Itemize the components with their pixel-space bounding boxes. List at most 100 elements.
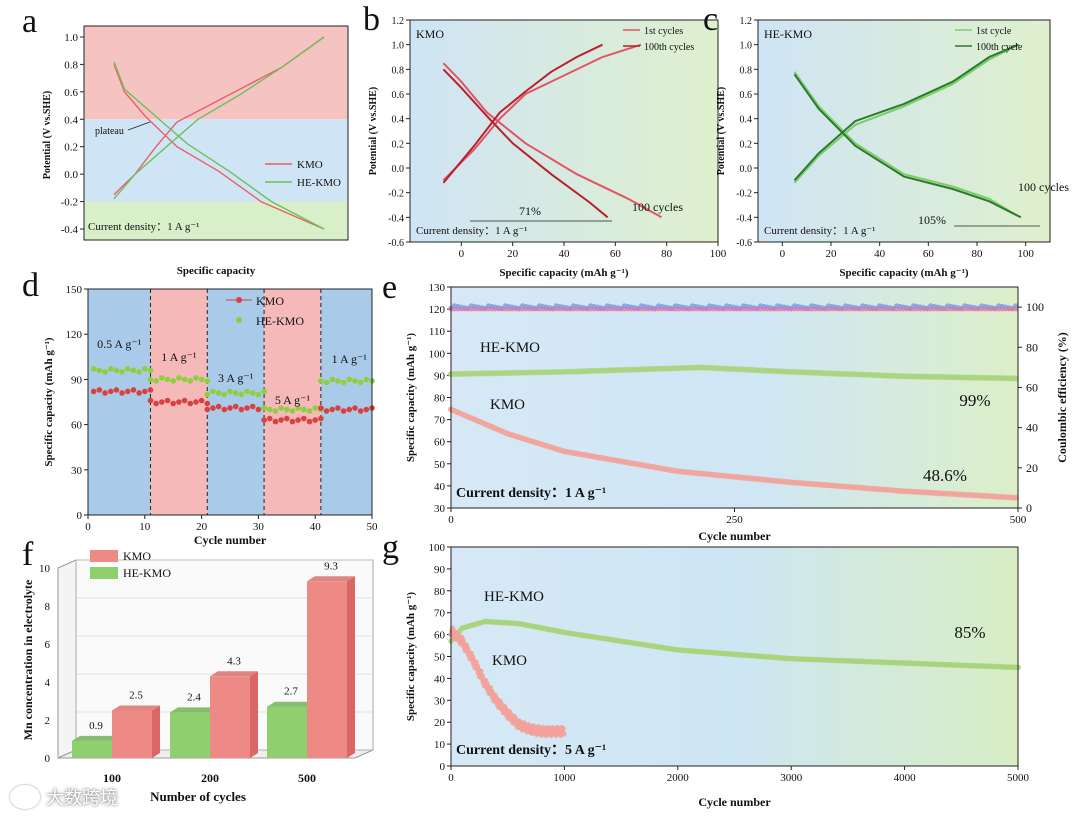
series-line-a [113, 36, 325, 200]
series-line-b [442, 43, 603, 184]
panel-label-g: g [382, 529, 399, 566]
data-point-ce-kmo [690, 306, 695, 312]
data-point-kmo [113, 387, 120, 393]
data-point-hekmo [284, 406, 290, 413]
rate-band [207, 289, 265, 515]
data-point-kmo [215, 403, 222, 410]
plot-background-b [410, 20, 718, 242]
data-point-ce-kmo [635, 306, 641, 312]
annotation-cycles-c: 100 cycles [1018, 180, 1069, 194]
x-tick-label-f: 200 [201, 771, 219, 785]
y-tick-label-b: 0.0 [392, 164, 405, 175]
legend-swatch-hekmo-f [90, 567, 118, 579]
data-point-hekmo [301, 406, 307, 413]
watermark: 大数跨境 [10, 784, 118, 810]
annotation-retention-b: 71% [519, 204, 541, 218]
y-tick-label-e: 130 [429, 282, 446, 294]
series-line-c [793, 73, 1022, 219]
annotation-current-e: Current density：1 A g⁻¹ [456, 486, 606, 501]
bar-side [347, 576, 355, 758]
data-point-hekmo [176, 375, 182, 381]
x-axis-label-d: Cycle number [194, 533, 267, 547]
x-tick-label-d: 10 [139, 521, 151, 533]
data-point-hekmo [346, 376, 353, 383]
data-point-ce-kmo [792, 306, 798, 312]
data-point-ce-kmo [605, 306, 610, 312]
plot-frame-e [450, 286, 1019, 509]
data-point-hekmo [255, 391, 262, 398]
data-point-hekmo [102, 369, 108, 375]
x-tick-label-g: 4000 [894, 772, 917, 784]
bar-top [267, 701, 315, 707]
data-point-ce-kmo [1013, 306, 1019, 312]
data-point-kmo [102, 390, 108, 396]
plot-frame-d [87, 288, 373, 516]
data-point-hekmo [306, 408, 313, 414]
data-point-hekmo [249, 390, 256, 396]
y-tick-label-b: -0.2 [388, 189, 404, 200]
chart-f: 0 2 4 6 8 10 0.9 2.4 2.7 2.5 4.3 9.3 100 200 500 KMO HE-… [21, 549, 374, 804]
data-point-kmo [272, 418, 279, 425]
data-point-kmo [147, 397, 154, 404]
y-tick-label-f: 6 [45, 639, 51, 651]
x-axis-label-b: Specific capacity (mAh g⁻¹) [499, 267, 629, 279]
chart-title-c: HE-KMO [764, 27, 812, 41]
data-point-kmo [352, 405, 358, 411]
annotation-cycles-b: 100 cycles [632, 200, 683, 214]
annotation-retention-c: 105% [918, 213, 946, 227]
y-tick-label-e: 50 [434, 459, 446, 471]
y-tick-label-b: 0.4 [392, 115, 405, 126]
annotation-kmo-g: KMO [492, 653, 527, 669]
data-point-hekmo [130, 367, 137, 374]
legend-label-1st-c: 1st cycle [976, 26, 1012, 37]
data-point-hekmo [232, 390, 239, 396]
annotation-current-g: Current density：5 A g⁻¹ [456, 743, 606, 758]
x-tick-label-g: 0 [448, 772, 454, 784]
annotation-retention-kmo-e: 48.6% [923, 466, 967, 485]
data-point-kmo [561, 731, 567, 737]
bar-he-kmo [170, 712, 210, 758]
x-tick-label-c: 20 [826, 248, 838, 260]
y-tick-label-c: 0.4 [740, 115, 753, 126]
bar-side [152, 705, 160, 758]
bar-top [210, 671, 258, 677]
data-point-ce-kmo [975, 306, 981, 312]
data-point-ce-kmo [588, 306, 593, 312]
region-blue [84, 119, 348, 202]
data-point-kmo [90, 388, 97, 395]
data-point-ce-kmo [822, 306, 828, 312]
data-point-ce-kmo [924, 306, 930, 312]
y-tick-label-g: 90 [434, 564, 446, 576]
y-tick-label-a: 0.0 [64, 169, 78, 181]
chart-d: 0 30 60 90 120 150 0 10 20 30 40 50 0.5 A g⁻¹ 1 A g⁻¹… [43, 284, 378, 547]
data-point-ce-kmo [571, 306, 576, 312]
rate-band [320, 289, 372, 515]
y-tick-label-d: 30 [71, 465, 83, 477]
y-tick-label-f: 8 [45, 601, 51, 613]
data-point-ce-kmo [707, 306, 712, 312]
plot-background-e [451, 287, 1018, 508]
y-tick-label-a: 0.8 [64, 59, 78, 71]
rate-label: 1 A g⁻¹ [332, 352, 368, 366]
data-point-ce-kmo [622, 306, 627, 312]
data-point-hekmo [198, 376, 205, 383]
y2-tick-label-e: 40 [1026, 421, 1038, 435]
data-point-hekmo [204, 391, 211, 398]
y-axis-label-a: Potential (V vs.SHE) [42, 91, 53, 179]
data-point-hekmo [153, 378, 159, 384]
data-point-kmo [130, 387, 137, 393]
data-point-kmo [164, 397, 171, 404]
x-tick-label-d: 30 [253, 521, 265, 533]
x-tick-label-b: 40 [559, 248, 571, 260]
data-point-kmo [306, 418, 313, 425]
data-point-kmo [1012, 494, 1019, 501]
y-axis-label-c: Potential (V vs.SHE) [716, 87, 727, 175]
data-point-ce-kmo [945, 306, 951, 312]
y-tick-label-e: 30 [434, 503, 446, 515]
x-axis-label-a: Specific capacity [177, 265, 256, 277]
y-tick-label-g: 80 [434, 586, 446, 598]
data-point-kmo [210, 405, 216, 411]
data-point-kmo [474, 663, 481, 669]
y-tick-label-f: 2 [45, 715, 51, 727]
data-point-hekmo [107, 366, 114, 372]
